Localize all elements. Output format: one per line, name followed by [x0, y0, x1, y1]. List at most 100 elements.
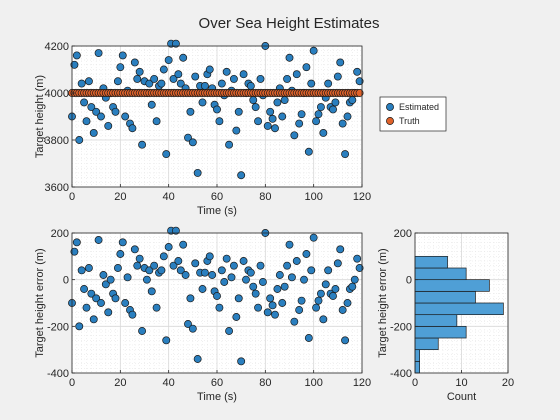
bottom-x-axis-label: Time (s): [197, 391, 237, 403]
error-point: [273, 285, 282, 293]
error-point: [157, 266, 166, 275]
error-point: [232, 313, 241, 321]
estimated-point: [309, 46, 318, 55]
estimated-point: [84, 77, 93, 86]
error-point: [133, 261, 142, 270]
estimated-point: [249, 96, 258, 105]
legend-marker-truth: [386, 117, 394, 125]
error-point: [225, 327, 234, 335]
error-point: [229, 261, 238, 270]
error-point: [75, 322, 84, 331]
estimated-point: [200, 81, 209, 90]
estimated-point: [70, 60, 79, 69]
error-point: [101, 280, 110, 289]
bottom-x-tick-label: 100: [304, 377, 322, 389]
estimated-point: [355, 77, 364, 86]
estimated-point: [229, 74, 238, 83]
estimated-point: [324, 79, 333, 88]
error-point: [234, 294, 243, 303]
histogram-bar: [414, 290, 476, 304]
top-x-tick-label: 0: [69, 191, 75, 203]
error-point: [316, 289, 325, 298]
estimated-point: [256, 74, 265, 83]
error-point: [145, 266, 154, 275]
histogram-bar: [414, 360, 421, 374]
histogram-bar: [414, 349, 421, 362]
estimated-point: [338, 119, 347, 128]
estimated-point: [297, 110, 306, 119]
error-point: [97, 299, 105, 307]
error-point: [217, 266, 226, 275]
top-y-tick-label: 3800: [45, 135, 69, 147]
estimated-point: [94, 49, 103, 58]
error-point: [193, 355, 202, 363]
histogram-bar: [414, 314, 458, 327]
error-point: [113, 264, 122, 272]
error-point: [104, 308, 113, 317]
error-point: [292, 257, 301, 265]
estimated-point: [198, 98, 207, 107]
estimated-point: [283, 74, 292, 83]
estimated-point: [225, 140, 234, 149]
top-x-tick-label: 100: [304, 191, 322, 203]
error-point: [278, 299, 287, 307]
error-point: [324, 266, 333, 275]
estimated-point: [169, 74, 178, 83]
error-point: [171, 226, 180, 235]
error-point: [150, 261, 159, 270]
histogram-y-tick-label: 0: [406, 275, 412, 287]
estimated-point: [77, 79, 86, 88]
error-point: [169, 261, 178, 270]
histogram-y-axis-label: Target height error (m): [377, 248, 389, 357]
error-point: [283, 261, 292, 270]
estimated-point: [97, 112, 105, 121]
error-point: [213, 292, 221, 300]
bottom-y-tick-label: -200: [47, 321, 69, 333]
histogram-x-tick-label: 20: [502, 377, 514, 389]
error-point: [246, 268, 255, 277]
error-point: [135, 254, 144, 263]
histogram-bar: [414, 325, 467, 339]
error-point: [338, 306, 347, 314]
estimated-point: [188, 138, 197, 147]
bottom-x-tick-label: 120: [353, 377, 371, 389]
estimated-point: [87, 103, 96, 112]
estimated-point: [263, 121, 272, 130]
error-point: [275, 271, 284, 279]
estimated-point: [152, 117, 161, 126]
estimated-point: [113, 77, 122, 86]
error-point: [111, 294, 120, 303]
estimated-point: [239, 70, 248, 79]
error-point: [70, 247, 79, 256]
error-point: [99, 271, 108, 279]
estimated-point: [147, 100, 156, 109]
error-point: [302, 250, 311, 258]
error-point: [87, 289, 96, 298]
error-point: [336, 245, 345, 254]
error-point: [319, 315, 328, 324]
estimated-point: [116, 63, 125, 72]
estimated-point: [353, 67, 362, 76]
error-point: [227, 273, 236, 282]
error-point: [263, 308, 272, 317]
bottom-x-tick-label: 40: [163, 377, 175, 389]
error-point: [159, 252, 168, 261]
error-point: [353, 254, 362, 263]
error-point: [242, 275, 250, 284]
estimated-point: [191, 72, 200, 81]
estimated-point: [278, 112, 287, 121]
histogram-x-axis-label: Count: [447, 391, 476, 403]
estimated-point: [89, 128, 98, 137]
legend-box: [379, 96, 447, 132]
estimated-point: [118, 51, 127, 60]
estimated-point: [280, 96, 289, 105]
histogram-bar: [414, 302, 504, 316]
error-point: [121, 299, 130, 307]
estimated-point: [171, 39, 180, 48]
error-point: [343, 299, 352, 307]
error-point: [205, 252, 214, 261]
estimated-point: [111, 107, 120, 116]
error-point: [297, 296, 306, 305]
top-x-tick-label: 20: [114, 191, 126, 203]
